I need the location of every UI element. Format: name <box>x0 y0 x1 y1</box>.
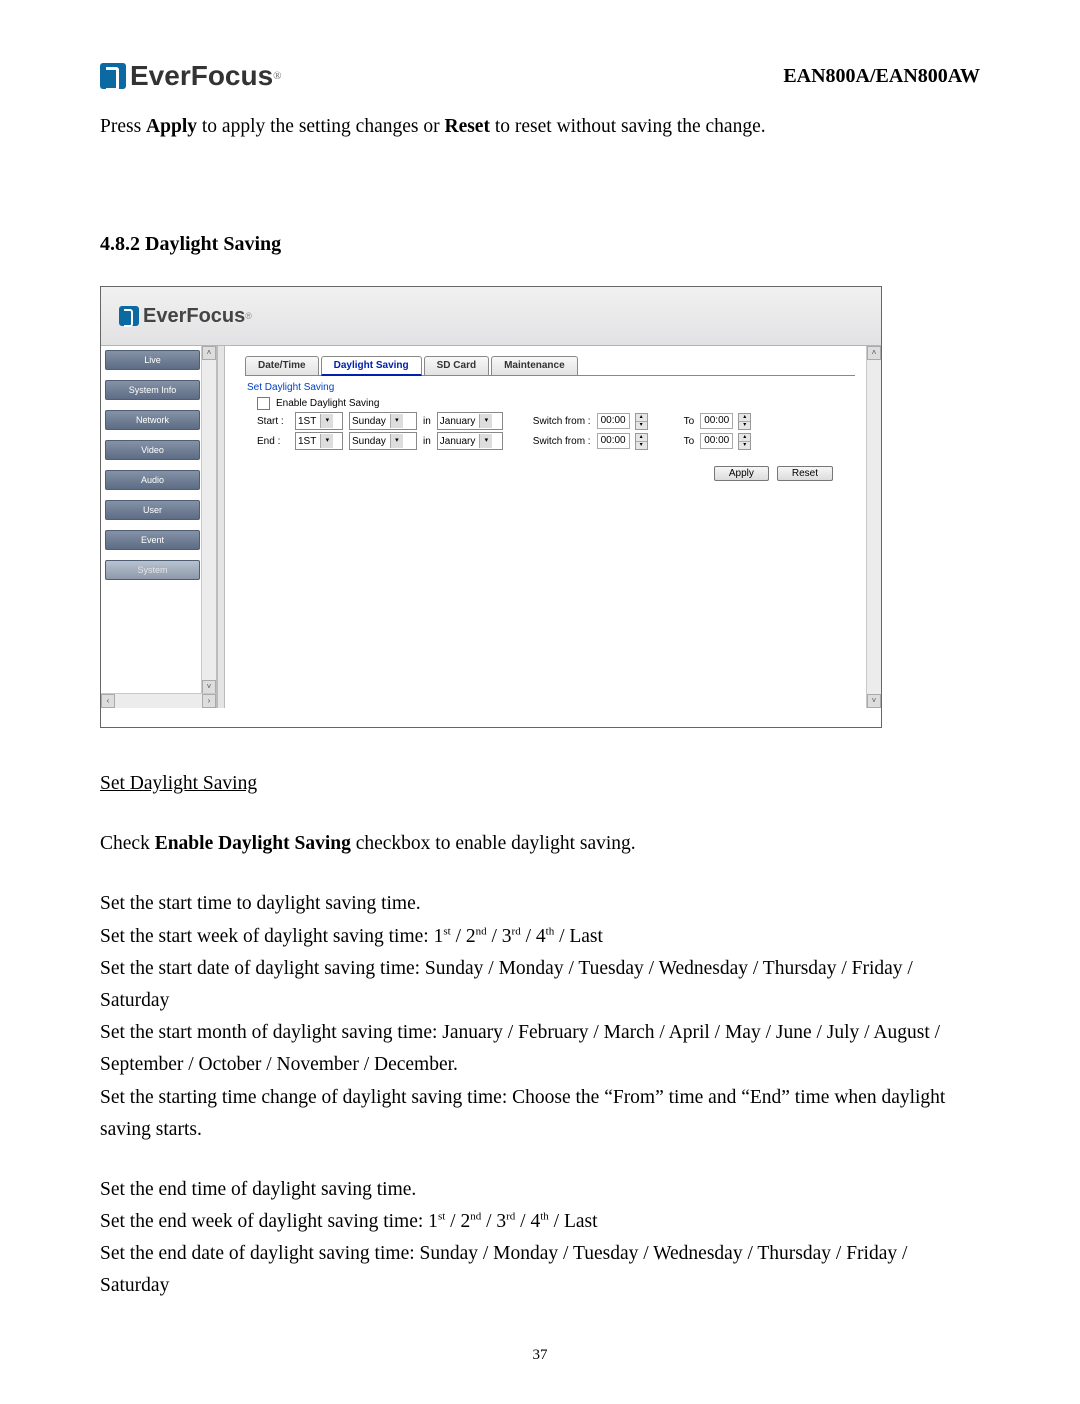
ss-sidebar-hscroll[interactable]: ‹ › <box>101 693 216 708</box>
ss-splitter[interactable] <box>217 346 225 708</box>
fieldset-legend: Set Daylight Saving <box>247 382 855 393</box>
ss-brand: EverFocus <box>143 305 245 328</box>
to-time[interactable]: 00:00 <box>700 433 733 449</box>
scroll-right-icon[interactable]: › <box>202 694 216 708</box>
tab-date-time[interactable]: Date/Time <box>245 356 319 375</box>
scroll-up-icon[interactable]: ˄ <box>202 346 216 360</box>
logo-icon <box>100 63 126 89</box>
sidebar-item-event[interactable]: Event <box>105 530 200 550</box>
week-select[interactable]: 1ST▾ <box>295 432 343 450</box>
to-label: To <box>684 416 695 427</box>
tab-daylight-saving[interactable]: Daylight Saving <box>321 356 422 376</box>
sidebar-item-system-info[interactable]: System Info <box>105 380 200 400</box>
ui-screenshot: EverFocus® Live System Info Network Video Au… <box>100 286 882 728</box>
enable-dst-checkbox[interactable] <box>257 397 270 410</box>
scroll-down-icon[interactable]: ˅ <box>202 680 216 694</box>
in-label: in <box>423 436 431 447</box>
sidebar-item-network[interactable]: Network <box>105 410 200 430</box>
page-number: 37 <box>100 1347 980 1364</box>
reset-button[interactable]: Reset <box>777 466 833 481</box>
week-select[interactable]: 1ST▾ <box>295 412 343 430</box>
enable-dst-label: Enable Daylight Saving <box>276 398 379 409</box>
switch-label: Switch from : <box>533 436 591 447</box>
page-header: EverFocus® EAN800A/EAN800AW <box>100 60 980 92</box>
ss-main-scrollbar[interactable]: ˄ ˅ <box>866 346 881 708</box>
from-spinner[interactable]: ▴▾ <box>635 433 648 450</box>
sidebar-item-audio[interactable]: Audio <box>105 470 200 490</box>
ss-header: EverFocus® <box>101 287 881 346</box>
ss-content: Date/TimeDaylight SavingSD CardMaintenan… <box>225 346 881 481</box>
brand-name: EverFocus <box>130 60 273 92</box>
to-spinner[interactable]: ▴▾ <box>738 433 751 450</box>
sidebar-item-user[interactable]: User <box>105 500 200 520</box>
brand-logo: EverFocus® <box>100 60 282 92</box>
registered-icon: ® <box>273 70 281 82</box>
to-spinner[interactable]: ▴▾ <box>738 413 751 430</box>
tab-sd-card[interactable]: SD Card <box>424 356 489 375</box>
scroll-up-icon[interactable]: ˄ <box>867 346 881 360</box>
day-select[interactable]: Sunday▾ <box>349 432 417 450</box>
sidebar-item-live[interactable]: Live <box>105 350 200 370</box>
month-select[interactable]: January▾ <box>437 432 503 450</box>
section-heading: 4.8.2 Daylight Saving <box>100 233 980 256</box>
from-time[interactable]: 00:00 <box>597 413 630 429</box>
sidebar-item-system[interactable]: System <box>105 560 200 580</box>
month-select[interactable]: January▾ <box>437 412 503 430</box>
from-spinner[interactable]: ▴▾ <box>635 413 648 430</box>
apply-button[interactable]: Apply <box>714 466 769 481</box>
to-time[interactable]: 00:00 <box>700 413 733 429</box>
subheading: Set Daylight Saving <box>100 773 257 794</box>
scroll-down-icon[interactable]: ˅ <box>867 694 881 708</box>
to-label: To <box>684 436 695 447</box>
ss-registered-icon: ® <box>245 311 252 321</box>
in-label: in <box>423 416 431 427</box>
row-label: Start : <box>257 416 289 427</box>
ss-sidebar: Live System Info Network Video Audio User Even… <box>101 346 217 708</box>
intro-text: Press Apply to apply the setting changes… <box>100 110 980 143</box>
scroll-left-icon[interactable]: ‹ <box>101 694 115 708</box>
model-number: EAN800A/EAN800AW <box>783 65 980 88</box>
switch-label: Switch from : <box>533 416 591 427</box>
ss-sidebar-scrollbar[interactable]: ˄ ˅ <box>201 346 216 708</box>
ss-tabstrip: Date/TimeDaylight SavingSD CardMaintenan… <box>245 356 855 376</box>
dst-row: Start : 1ST▾ Sunday▾ in January▾ Switch from … <box>257 412 855 430</box>
row-label: End : <box>257 436 289 447</box>
sidebar-item-video[interactable]: Video <box>105 440 200 460</box>
ss-logo-icon <box>119 306 139 326</box>
dst-row: End : 1ST▾ Sunday▾ in January▾ Switch from : 0… <box>257 432 855 450</box>
day-select[interactable]: Sunday▾ <box>349 412 417 430</box>
from-time[interactable]: 00:00 <box>597 433 630 449</box>
body-text: Set Daylight Saving Check Enable Dayligh… <box>100 768 980 1302</box>
tab-maintenance[interactable]: Maintenance <box>491 356 578 375</box>
